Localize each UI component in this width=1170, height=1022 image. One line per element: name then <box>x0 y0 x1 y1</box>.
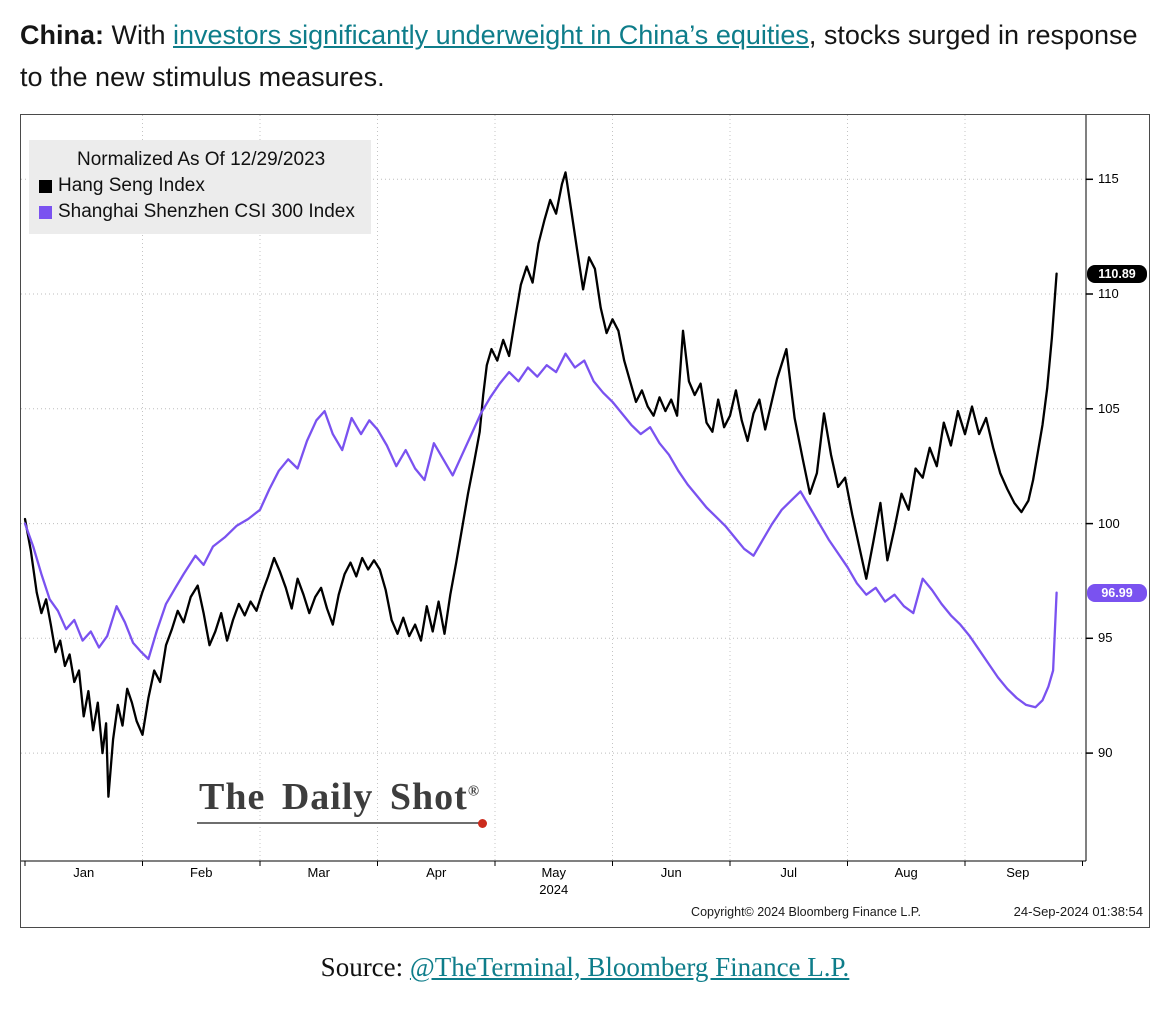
last-value-badge: 110.89 <box>1087 264 1147 283</box>
y-tick-label: 90 <box>1098 745 1113 761</box>
x-axis-year-label: 2024 <box>539 882 569 897</box>
chart-legend: Normalized As Of 12/29/2023 Hang Seng In… <box>29 140 371 234</box>
daily-shot-watermark: The Daily Shot® <box>197 775 488 828</box>
x-tick-label: Jan <box>73 865 95 880</box>
y-tick-label: 110 <box>1098 286 1119 302</box>
headline-text-2: , stocks surged in response to the new s… <box>20 20 1138 92</box>
y-tick-label: 105 <box>1098 400 1120 416</box>
source-prefix: Source: <box>320 952 410 982</box>
plot-area <box>21 115 1093 866</box>
legend-label-hang-seng: Hang Seng Index <box>58 175 205 196</box>
legend-item-hang-seng: Hang Seng Index <box>39 173 355 199</box>
hang-seng-swatch-icon <box>39 179 52 193</box>
legend-label-csi300: Shanghai Shenzhen CSI 300 Index <box>58 201 355 222</box>
timestamp-text: 24-Sep-2024 01:38:54 <box>1013 904 1143 919</box>
headline-topic: China: <box>20 20 104 50</box>
price-chart: Normalized As Of 12/29/2023 Hang Seng In… <box>20 114 1150 928</box>
copyright-text: Copyright© 2024 Bloomberg Finance L.P. <box>691 905 921 919</box>
y-tick-label: 95 <box>1098 630 1113 646</box>
x-tick-label: Feb <box>190 865 213 880</box>
registered-mark: ® <box>467 783 481 800</box>
y-tick-label: 115 <box>1098 171 1119 187</box>
x-tick-label: Sep <box>1006 865 1030 880</box>
csi300-swatch-icon <box>39 205 52 219</box>
y-tick-label: 100 <box>1098 515 1120 531</box>
watermark-red-dot-icon <box>478 819 488 828</box>
legend-item-csi300: Shanghai Shenzhen CSI 300 Index <box>39 199 355 225</box>
headline-link[interactable]: investors significantly underweight in C… <box>173 20 809 50</box>
headline: China: With investors significantly unde… <box>20 14 1150 98</box>
watermark-text: The Daily Shot® <box>197 775 487 824</box>
source-link[interactable]: @TheTerminal, Bloomberg Finance L.P. <box>409 952 850 982</box>
x-tick-label: Aug <box>894 865 918 880</box>
x-tick-label: May <box>541 865 567 880</box>
headline-text-1: With <box>111 20 166 50</box>
x-tick-label: Mar <box>307 865 330 880</box>
x-tick-label: Apr <box>426 865 447 880</box>
legend-title: Normalized As Of 12/29/2023 <box>77 149 326 170</box>
source-line: Source: @TheTerminal, Bloomberg Finance … <box>0 952 1170 983</box>
last-value-badge: 96.99 <box>1087 583 1147 602</box>
x-tick-label: Jul <box>780 865 798 880</box>
x-tick-label: Jun <box>660 865 682 880</box>
